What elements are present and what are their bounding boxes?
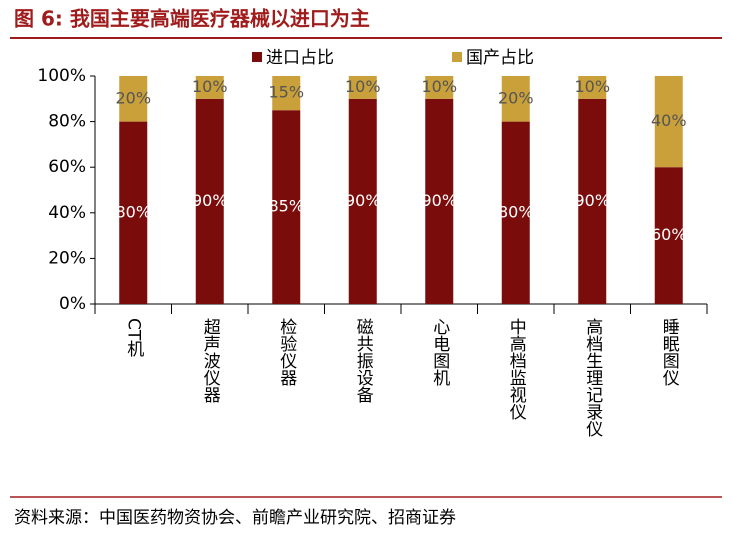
legend-label: 国产占比: [466, 48, 534, 68]
bar: [578, 76, 607, 99]
bar: [119, 121, 148, 304]
bar: [425, 98, 454, 304]
bar: [654, 167, 683, 304]
value-label: 10%: [574, 77, 610, 96]
bar: [348, 98, 377, 304]
value-label: 85%: [268, 197, 304, 216]
value-label: 40%: [651, 111, 687, 130]
bar: [195, 98, 224, 304]
value-label: 10%: [421, 77, 457, 96]
bar: [272, 76, 301, 111]
value-label: 90%: [421, 191, 457, 210]
value-label: 15%: [268, 83, 304, 102]
y-tick-label: 0%: [59, 294, 86, 314]
y-tick-label: 40%: [48, 203, 86, 223]
legend-swatch: [252, 52, 262, 62]
value-label: 80%: [498, 202, 534, 221]
x-tick-label: CT机: [123, 318, 144, 357]
bar: [272, 110, 301, 304]
legend-swatch: [452, 52, 462, 62]
bar: [348, 76, 377, 99]
x-tick-label: 心电图机: [429, 318, 450, 386]
bar: [195, 76, 224, 99]
value-label: 90%: [345, 191, 381, 210]
chart-title: 图 6: 我国主要高端医疗器械以进口为主: [14, 7, 370, 31]
bar: [501, 121, 530, 304]
x-tick-label: 中高档监视仪: [506, 318, 527, 420]
bar: [578, 98, 607, 304]
value-label: 60%: [651, 225, 687, 244]
bar: [654, 76, 683, 168]
x-tick-label: 睡眠图仪: [659, 318, 680, 386]
y-tick-label: 20%: [48, 248, 86, 268]
x-tick-label: 磁共振设备: [353, 318, 374, 403]
value-label: 80%: [115, 202, 151, 221]
x-tick-label: 检验仪器: [276, 318, 297, 386]
x-tick-label: 超声波仪器: [200, 318, 221, 403]
bar: [425, 76, 454, 99]
value-label: 20%: [498, 88, 534, 107]
value-label: 10%: [345, 77, 381, 96]
bar: [119, 76, 148, 122]
value-label: 90%: [192, 191, 228, 210]
value-label: 20%: [115, 88, 151, 107]
source: 资料来源：中国医药物资协会、前瞻产业研究院、招商证券: [14, 508, 456, 528]
bar: [501, 76, 530, 122]
legend-label: 进口占比: [266, 48, 334, 68]
y-tick-label: 80%: [48, 112, 86, 132]
y-tick-label: 100%: [37, 66, 86, 86]
x-tick-label: 高档生理记录仪: [582, 318, 603, 437]
y-tick-label: 60%: [48, 157, 86, 177]
value-label: 10%: [192, 77, 228, 96]
value-label: 90%: [574, 191, 610, 210]
